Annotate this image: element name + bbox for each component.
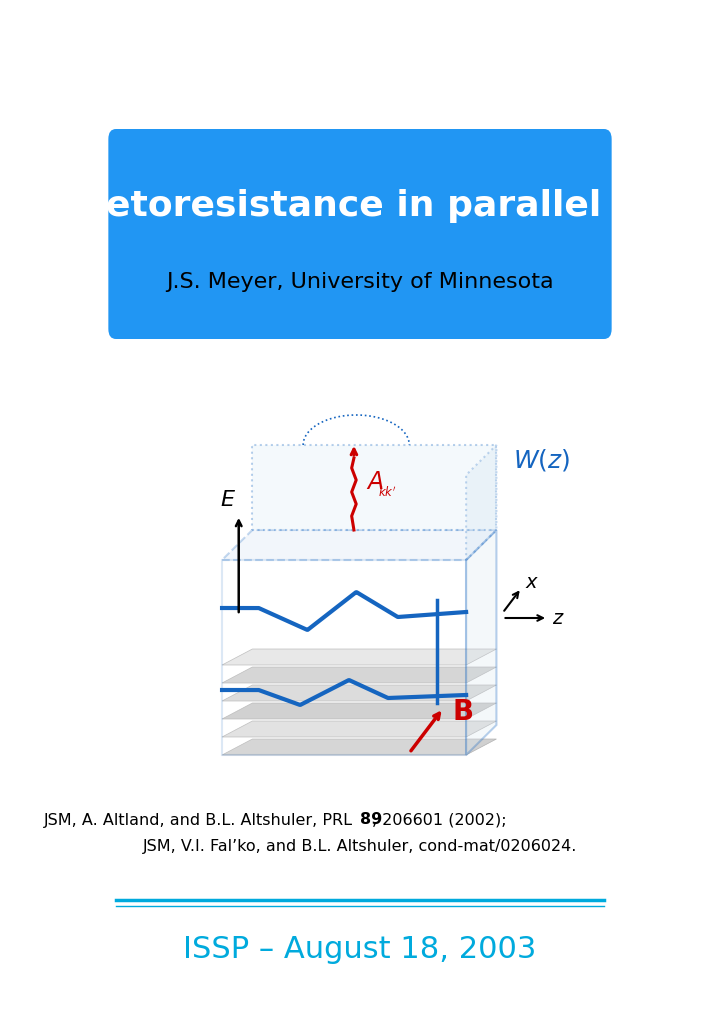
Polygon shape (222, 649, 496, 665)
Text: , 206601 (2002);: , 206601 (2002); (372, 812, 507, 827)
Text: $A$: $A$ (366, 470, 384, 494)
Polygon shape (466, 445, 496, 560)
Text: Magnetoresistance in parallel fields: Magnetoresistance in parallel fields (0, 189, 720, 222)
Text: $x$: $x$ (526, 574, 539, 592)
Polygon shape (222, 721, 496, 737)
Text: $z$: $z$ (552, 608, 564, 628)
Text: ISSP – August 18, 2003: ISSP – August 18, 2003 (184, 935, 536, 965)
Text: $\mathbf{B}$: $\mathbf{B}$ (452, 698, 474, 726)
Polygon shape (222, 685, 496, 701)
Text: J.S. Meyer, University of Minnesota: J.S. Meyer, University of Minnesota (166, 271, 554, 291)
Text: 89: 89 (360, 812, 382, 827)
FancyBboxPatch shape (108, 129, 612, 339)
Polygon shape (222, 667, 496, 683)
Polygon shape (222, 560, 466, 755)
Polygon shape (466, 530, 496, 755)
Text: $E$: $E$ (220, 490, 235, 510)
Polygon shape (222, 703, 496, 719)
Text: JSM, V.I. Fal’ko, and B.L. Altshuler, cond-mat/0206024.: JSM, V.I. Fal’ko, and B.L. Altshuler, co… (143, 840, 577, 855)
Text: JSM, A. Altland, and B.L. Altshuler, PRL: JSM, A. Altland, and B.L. Altshuler, PRL (45, 812, 359, 827)
Polygon shape (253, 445, 496, 530)
Text: $W(z)$: $W(z)$ (513, 447, 570, 473)
Polygon shape (222, 530, 496, 560)
Text: $_{kk^{\prime}}$: $_{kk^{\prime}}$ (378, 481, 397, 499)
Polygon shape (222, 739, 496, 755)
